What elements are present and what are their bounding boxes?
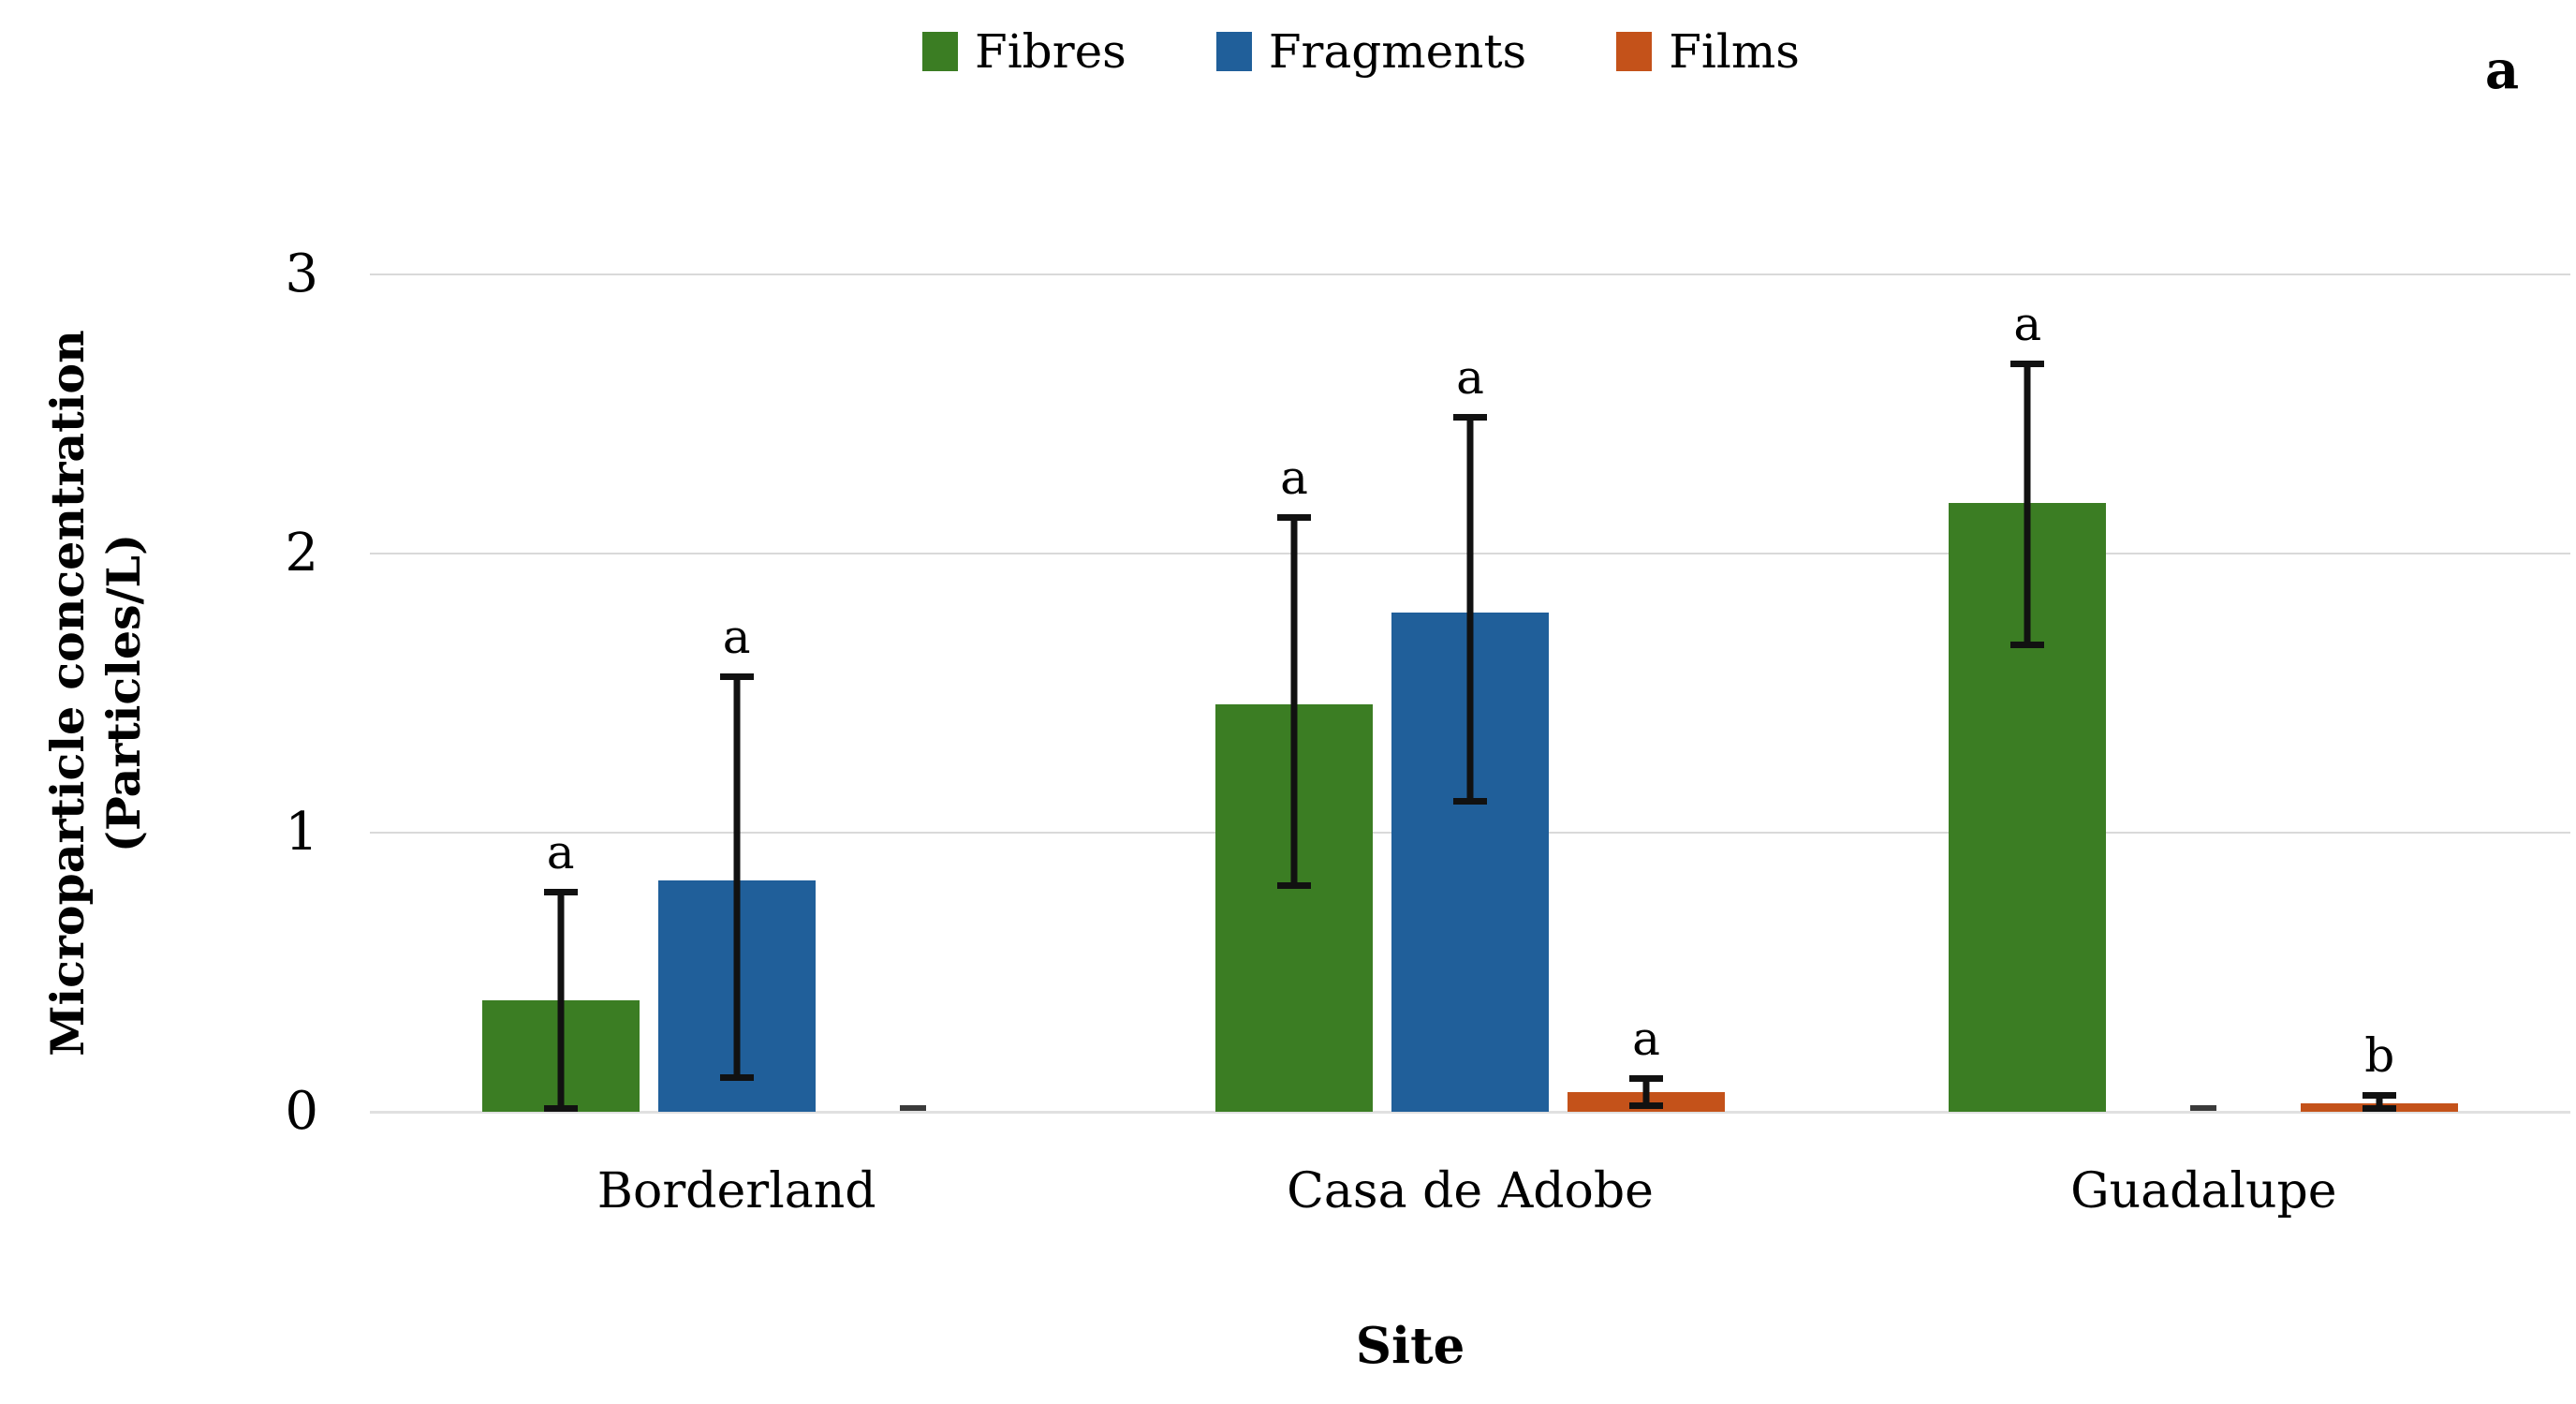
error-bar-stem: [557, 888, 565, 1112]
x-category-label-borderland: Borderland: [596, 1163, 876, 1219]
bar-fragments-casa-de-adobe: a: [1391, 354, 1549, 1112]
significance-letter: a: [722, 610, 751, 665]
error-bar-cap-top: [543, 888, 578, 895]
legend-swatch-icon: [922, 32, 958, 71]
significance-letter: a: [1632, 1012, 1660, 1067]
error-bar-cap-bottom: [1628, 1102, 1663, 1110]
near-zero-dash: [2190, 1105, 2217, 1111]
legend-item-fibres: Fibres: [922, 28, 1126, 75]
error-bar-cap-top: [2010, 361, 2045, 368]
legend-label: Films: [1669, 24, 1800, 79]
error-bar-stem: [2024, 361, 2031, 649]
x-category-label-guadalupe: Guadalupe: [2070, 1163, 2337, 1219]
legend-swatch-icon: [1616, 32, 1653, 71]
legend-label: Fibres: [975, 24, 1126, 79]
error-bar-cap-bottom: [543, 1105, 578, 1112]
bar-films-casa-de-adobe: a: [1567, 1015, 1725, 1112]
y-tick-label-1: 1: [285, 802, 318, 863]
significance-letter: a: [1280, 451, 1308, 506]
error-bar-stem: [733, 673, 741, 1082]
bar-films-borderland: [834, 1105, 992, 1112]
error-bar-cap-top: [1452, 414, 1487, 421]
legend-label: Fragments: [1268, 24, 1527, 79]
error-bar-cap-top: [1628, 1075, 1663, 1083]
gridline-y-3: [370, 273, 2570, 275]
y-tick-label-3: 3: [285, 244, 318, 304]
error-bar-stem: [1642, 1075, 1650, 1110]
bar-fibres-casa-de-adobe: a: [1214, 454, 1373, 1112]
bar-fibres-guadalupe: a: [1949, 301, 2107, 1112]
y-axis-title: Microparticle concentration (Particles/L…: [39, 225, 152, 1161]
gridline-y-0: [370, 1111, 2570, 1114]
bar-fragments-borderland: a: [657, 613, 816, 1112]
significance-letter: a: [546, 824, 575, 879]
error-bar-cap-top: [1276, 514, 1311, 522]
error-bar-cap-top: [2363, 1092, 2397, 1100]
y-tick-label-0: 0: [285, 1081, 318, 1142]
legend-item-films: Films: [1616, 28, 1800, 75]
y-tick-label-2: 2: [285, 523, 318, 584]
legend-item-fragments: Fragments: [1215, 24, 1527, 79]
error-bar-stem: [1290, 514, 1298, 889]
error-bar-cap-bottom: [2010, 642, 2045, 649]
near-zero-dash: [899, 1105, 926, 1111]
y-axis-title-line1: Microparticle concentration: [40, 330, 95, 1057]
significance-letter: a: [1456, 350, 1484, 405]
panel-letter-label: a: [2484, 39, 2520, 101]
error-bar-cap-bottom: [1276, 881, 1311, 889]
significance-letter: b: [2364, 1028, 2395, 1084]
significance-letter: a: [2013, 297, 2042, 352]
bar-fragments-guadalupe: [2125, 1105, 2282, 1112]
error-bar-cap-bottom: [1452, 798, 1487, 805]
legend-swatch-icon: [1215, 32, 1252, 71]
error-bar-cap-bottom: [2363, 1105, 2397, 1112]
error-bar-stem: [2376, 1092, 2383, 1112]
error-bar-cap-bottom: [719, 1074, 754, 1082]
legend: Fibres Fragments Films: [922, 28, 1800, 75]
y-axis-title-line2: (Particles/L): [96, 533, 151, 853]
x-category-label-casa-de-adobe: Casa de Adobe: [1287, 1163, 1654, 1219]
error-bar-cap-top: [719, 673, 754, 681]
x-axis-title: Site: [1355, 1317, 1465, 1375]
bar-fibres-borderland: a: [481, 829, 640, 1112]
error-bar-stem: [1466, 414, 1474, 805]
bar-films-guadalupe: b: [2301, 1032, 2459, 1112]
